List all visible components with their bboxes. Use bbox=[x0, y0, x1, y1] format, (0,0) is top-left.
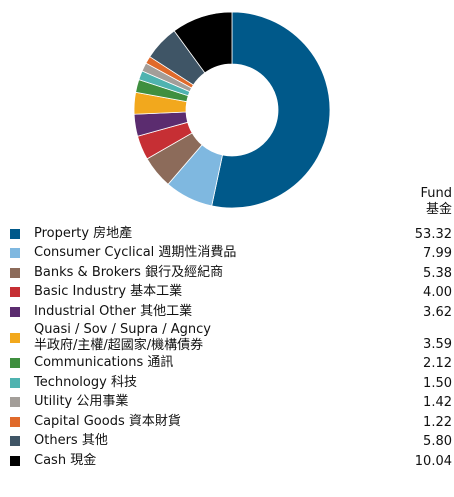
legend-swatch bbox=[10, 397, 20, 408]
legend-swatch bbox=[10, 436, 20, 447]
legend: Property 房地產 53.32 Consumer Cyclical 週期性消費… bbox=[10, 224, 452, 471]
legend-row: Cash 現金 10.04 bbox=[10, 451, 452, 471]
legend-row: Quasi / Sov / Supra / Agncy 半政府/主權/超國家/機… bbox=[10, 322, 452, 354]
legend-value: 7.99 bbox=[423, 246, 452, 261]
legend-swatch bbox=[10, 287, 20, 298]
legend-swatch bbox=[10, 416, 20, 427]
donut-segment bbox=[211, 11, 331, 209]
legend-label: Cash 現金 bbox=[34, 452, 97, 468]
legend-swatch bbox=[10, 332, 20, 343]
legend-row: Utility 公用事業 1.42 bbox=[10, 393, 452, 413]
legend-label: Utility 公用事業 bbox=[34, 394, 129, 410]
legend-label: Others 其他 bbox=[34, 433, 108, 449]
legend-swatch bbox=[10, 267, 20, 278]
legend-row: Consumer Cyclical 週期性消費品 7.99 bbox=[10, 244, 452, 264]
legend-value: 3.62 bbox=[423, 304, 452, 320]
legend-value: 5.38 bbox=[423, 265, 452, 281]
donut-segment bbox=[173, 11, 233, 74]
legend-value: 1.42 bbox=[423, 395, 452, 410]
legend-swatch bbox=[10, 306, 20, 317]
legend-row: Banks & Brokers 銀行及經紀商 5.38 bbox=[10, 263, 452, 283]
legend-swatch bbox=[10, 358, 20, 369]
legend-value: 3.59 bbox=[423, 336, 452, 352]
legend-value: 1.50 bbox=[423, 375, 452, 391]
legend-label: Consumer Cyclical 週期性消費品 bbox=[34, 245, 237, 261]
legend-row: Property 房地產 53.32 bbox=[10, 224, 452, 244]
legend-row: Technology 科技 1.50 bbox=[10, 373, 452, 393]
legend-label: Technology 科技 bbox=[34, 374, 137, 390]
legend-row: Industrial Other 其他工業 3.62 bbox=[10, 302, 452, 322]
legend-label: Industrial Other 其他工業 bbox=[34, 303, 193, 319]
legend-label: Quasi / Sov / Supra / Agncy 半政府/主權/超國家/機… bbox=[34, 321, 211, 353]
legend-row: Others 其他 5.80 bbox=[10, 432, 452, 452]
legend-value: 10.04 bbox=[414, 453, 452, 469]
legend-row: Communications 通訊 2.12 bbox=[10, 354, 452, 374]
legend-value: 1.22 bbox=[423, 414, 452, 430]
legend-swatch bbox=[10, 377, 20, 388]
legend-row: Basic Industry 基本工業 4.00 bbox=[10, 283, 452, 303]
legend-value: 5.80 bbox=[423, 434, 452, 449]
legend-value: 4.00 bbox=[423, 285, 452, 300]
legend-label: Banks & Brokers 銀行及經紀商 bbox=[34, 264, 224, 280]
legend-row: Capital Goods 資本財貨 1.22 bbox=[10, 412, 452, 432]
legend-value: 53.32 bbox=[414, 226, 452, 242]
legend-swatch bbox=[10, 228, 20, 239]
legend-label: Basic Industry 基本工業 bbox=[34, 284, 183, 300]
donut-chart bbox=[133, 11, 331, 209]
legend-swatch bbox=[10, 455, 20, 466]
legend-label: Property 房地產 bbox=[34, 225, 133, 241]
legend-value: 2.12 bbox=[423, 356, 452, 371]
legend-label: Communications 通訊 bbox=[34, 355, 174, 371]
column-header: Fund 基金 bbox=[420, 186, 453, 217]
legend-label: Capital Goods 資本財貨 bbox=[34, 413, 181, 429]
legend-swatch bbox=[10, 248, 20, 259]
